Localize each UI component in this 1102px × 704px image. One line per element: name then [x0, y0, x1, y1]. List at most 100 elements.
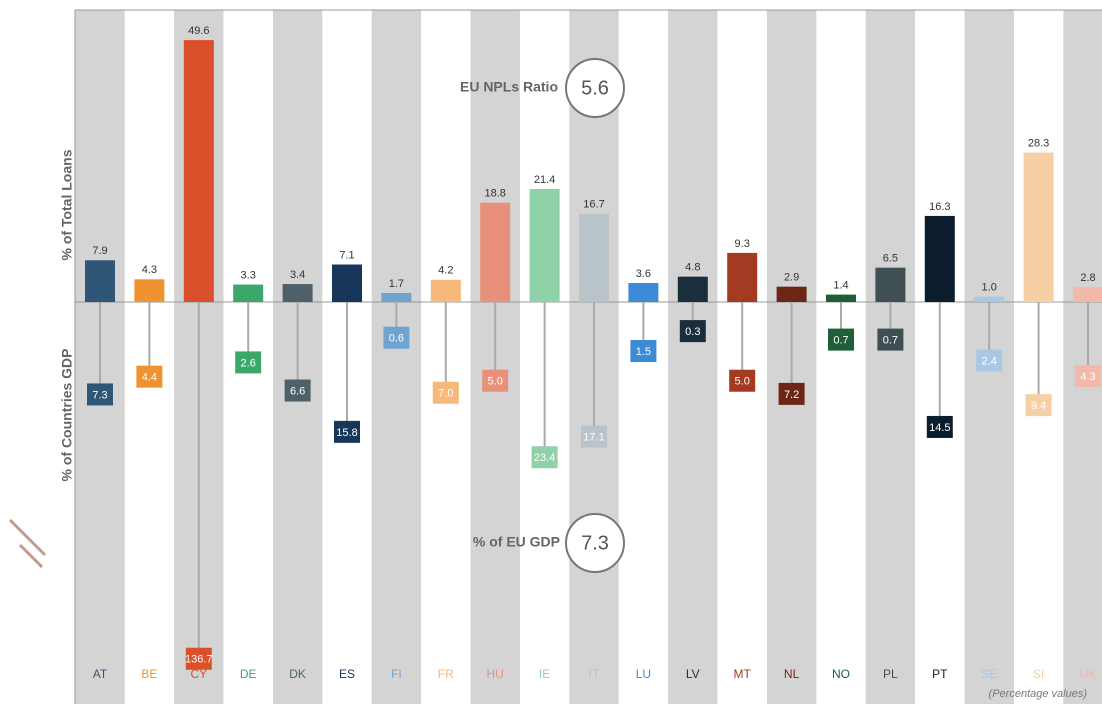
bar: [134, 279, 165, 302]
lollipop-box: [630, 340, 657, 363]
lollipop-box: [136, 365, 163, 388]
bar: [677, 276, 708, 302]
box-label: 7.2: [784, 389, 799, 401]
box-label: 0.6: [389, 333, 404, 345]
box-label: 136.7: [185, 654, 213, 666]
bar: [628, 282, 659, 302]
annotation-circle: [565, 513, 625, 573]
bar: [233, 284, 264, 302]
decoration: [18, 543, 44, 569]
box-label: 7.3: [92, 389, 107, 401]
bar: [529, 189, 560, 302]
category-label: PL: [883, 667, 898, 681]
bar-label: 28.3: [1028, 137, 1049, 149]
bar-label: 7.9: [92, 245, 107, 257]
lollipop-box: [729, 369, 756, 392]
lollipop-box: [581, 425, 607, 448]
bar: [924, 215, 955, 302]
decoration: [8, 518, 47, 557]
box-label: 2.6: [241, 357, 256, 369]
bar: [332, 264, 362, 302]
category-label: ES: [339, 667, 355, 681]
lollipop-box: [482, 369, 509, 392]
bar: [85, 260, 115, 302]
category-label: LU: [636, 667, 651, 681]
lollipop-box: [828, 328, 854, 351]
bar-label: 4.8: [685, 262, 700, 274]
box-label: 0.7: [833, 335, 848, 347]
annotation-value: 7.3: [581, 532, 609, 554]
category-label: NL: [784, 667, 800, 681]
bar-label: 7.1: [339, 249, 354, 261]
lollipop-box: [877, 328, 904, 351]
bar-label: 16.7: [583, 199, 604, 211]
category-label: IT: [589, 667, 600, 681]
category-label: PT: [932, 667, 948, 681]
axis-label-bottom: % of Countries GDP: [59, 348, 75, 481]
annotation-label: % of EU GDP: [473, 534, 560, 550]
bar: [776, 286, 807, 302]
box-label: 0.3: [685, 326, 700, 338]
lollipop-box: [679, 320, 706, 343]
lollipop-box: [778, 382, 805, 405]
band: [371, 10, 422, 704]
bar: [1023, 152, 1054, 302]
lollipop-box: [432, 381, 459, 404]
lollipop-box: [235, 351, 262, 374]
lollipop-box: [383, 326, 410, 349]
category-label: SI: [1033, 667, 1044, 681]
bar: [1073, 287, 1102, 302]
category-label: NO: [832, 667, 850, 681]
note: (Percentage values): [989, 688, 1088, 700]
category-label: HU: [487, 667, 504, 681]
bar: [974, 296, 1005, 302]
category-label: SE: [981, 667, 997, 681]
band: [668, 10, 718, 704]
box-label: 23.4: [534, 452, 555, 464]
bar-label: 1.0: [982, 282, 997, 294]
bar-label: 2.9: [784, 272, 799, 284]
category-label: AT: [93, 667, 108, 681]
bar-label: 4.2: [438, 265, 453, 277]
lollipop-box: [87, 383, 113, 406]
annotation-value: 5.6: [581, 77, 609, 99]
box-label: 4.3: [1080, 371, 1095, 383]
bar-label: 6.5: [883, 253, 898, 265]
category-label: UK: [1080, 667, 1097, 681]
category-label: DK: [289, 667, 306, 681]
annotation-label: EU NPLs Ratio: [460, 79, 558, 95]
bar: [727, 252, 758, 302]
bar-label: 9.3: [735, 238, 750, 250]
box-label: 14.5: [929, 422, 950, 434]
bar: [826, 294, 856, 302]
box-label: 5.0: [735, 376, 750, 388]
lollipop-box: [185, 647, 212, 670]
box-label: 4.4: [142, 372, 157, 384]
category-label: MT: [734, 667, 752, 681]
box-label: 0.7: [883, 335, 898, 347]
bar-label: 4.3: [142, 264, 157, 276]
bar-label: 2.8: [1080, 272, 1095, 284]
bar-label: 18.8: [484, 188, 505, 200]
bar: [183, 40, 214, 302]
category-label: DE: [240, 667, 257, 681]
box-label: 15.8: [336, 427, 357, 439]
box-label: 9.4: [1031, 400, 1046, 412]
category-label: FR: [438, 667, 454, 681]
bar: [381, 293, 412, 302]
bar: [282, 284, 313, 302]
box-label: 7.0: [438, 388, 453, 400]
box-label: 2.4: [982, 355, 997, 367]
lollipop-box: [1025, 394, 1052, 417]
bar-label: 3.6: [636, 268, 651, 280]
bar-label: 3.3: [241, 269, 256, 281]
lollipop-box: [334, 420, 360, 443]
box-label: 1.5: [636, 346, 651, 358]
box-label: 6.6: [290, 385, 305, 397]
bar: [480, 202, 511, 302]
band: [1063, 10, 1102, 704]
lollipop-box: [976, 349, 1003, 372]
bar: [875, 267, 906, 302]
bar: [579, 213, 609, 302]
